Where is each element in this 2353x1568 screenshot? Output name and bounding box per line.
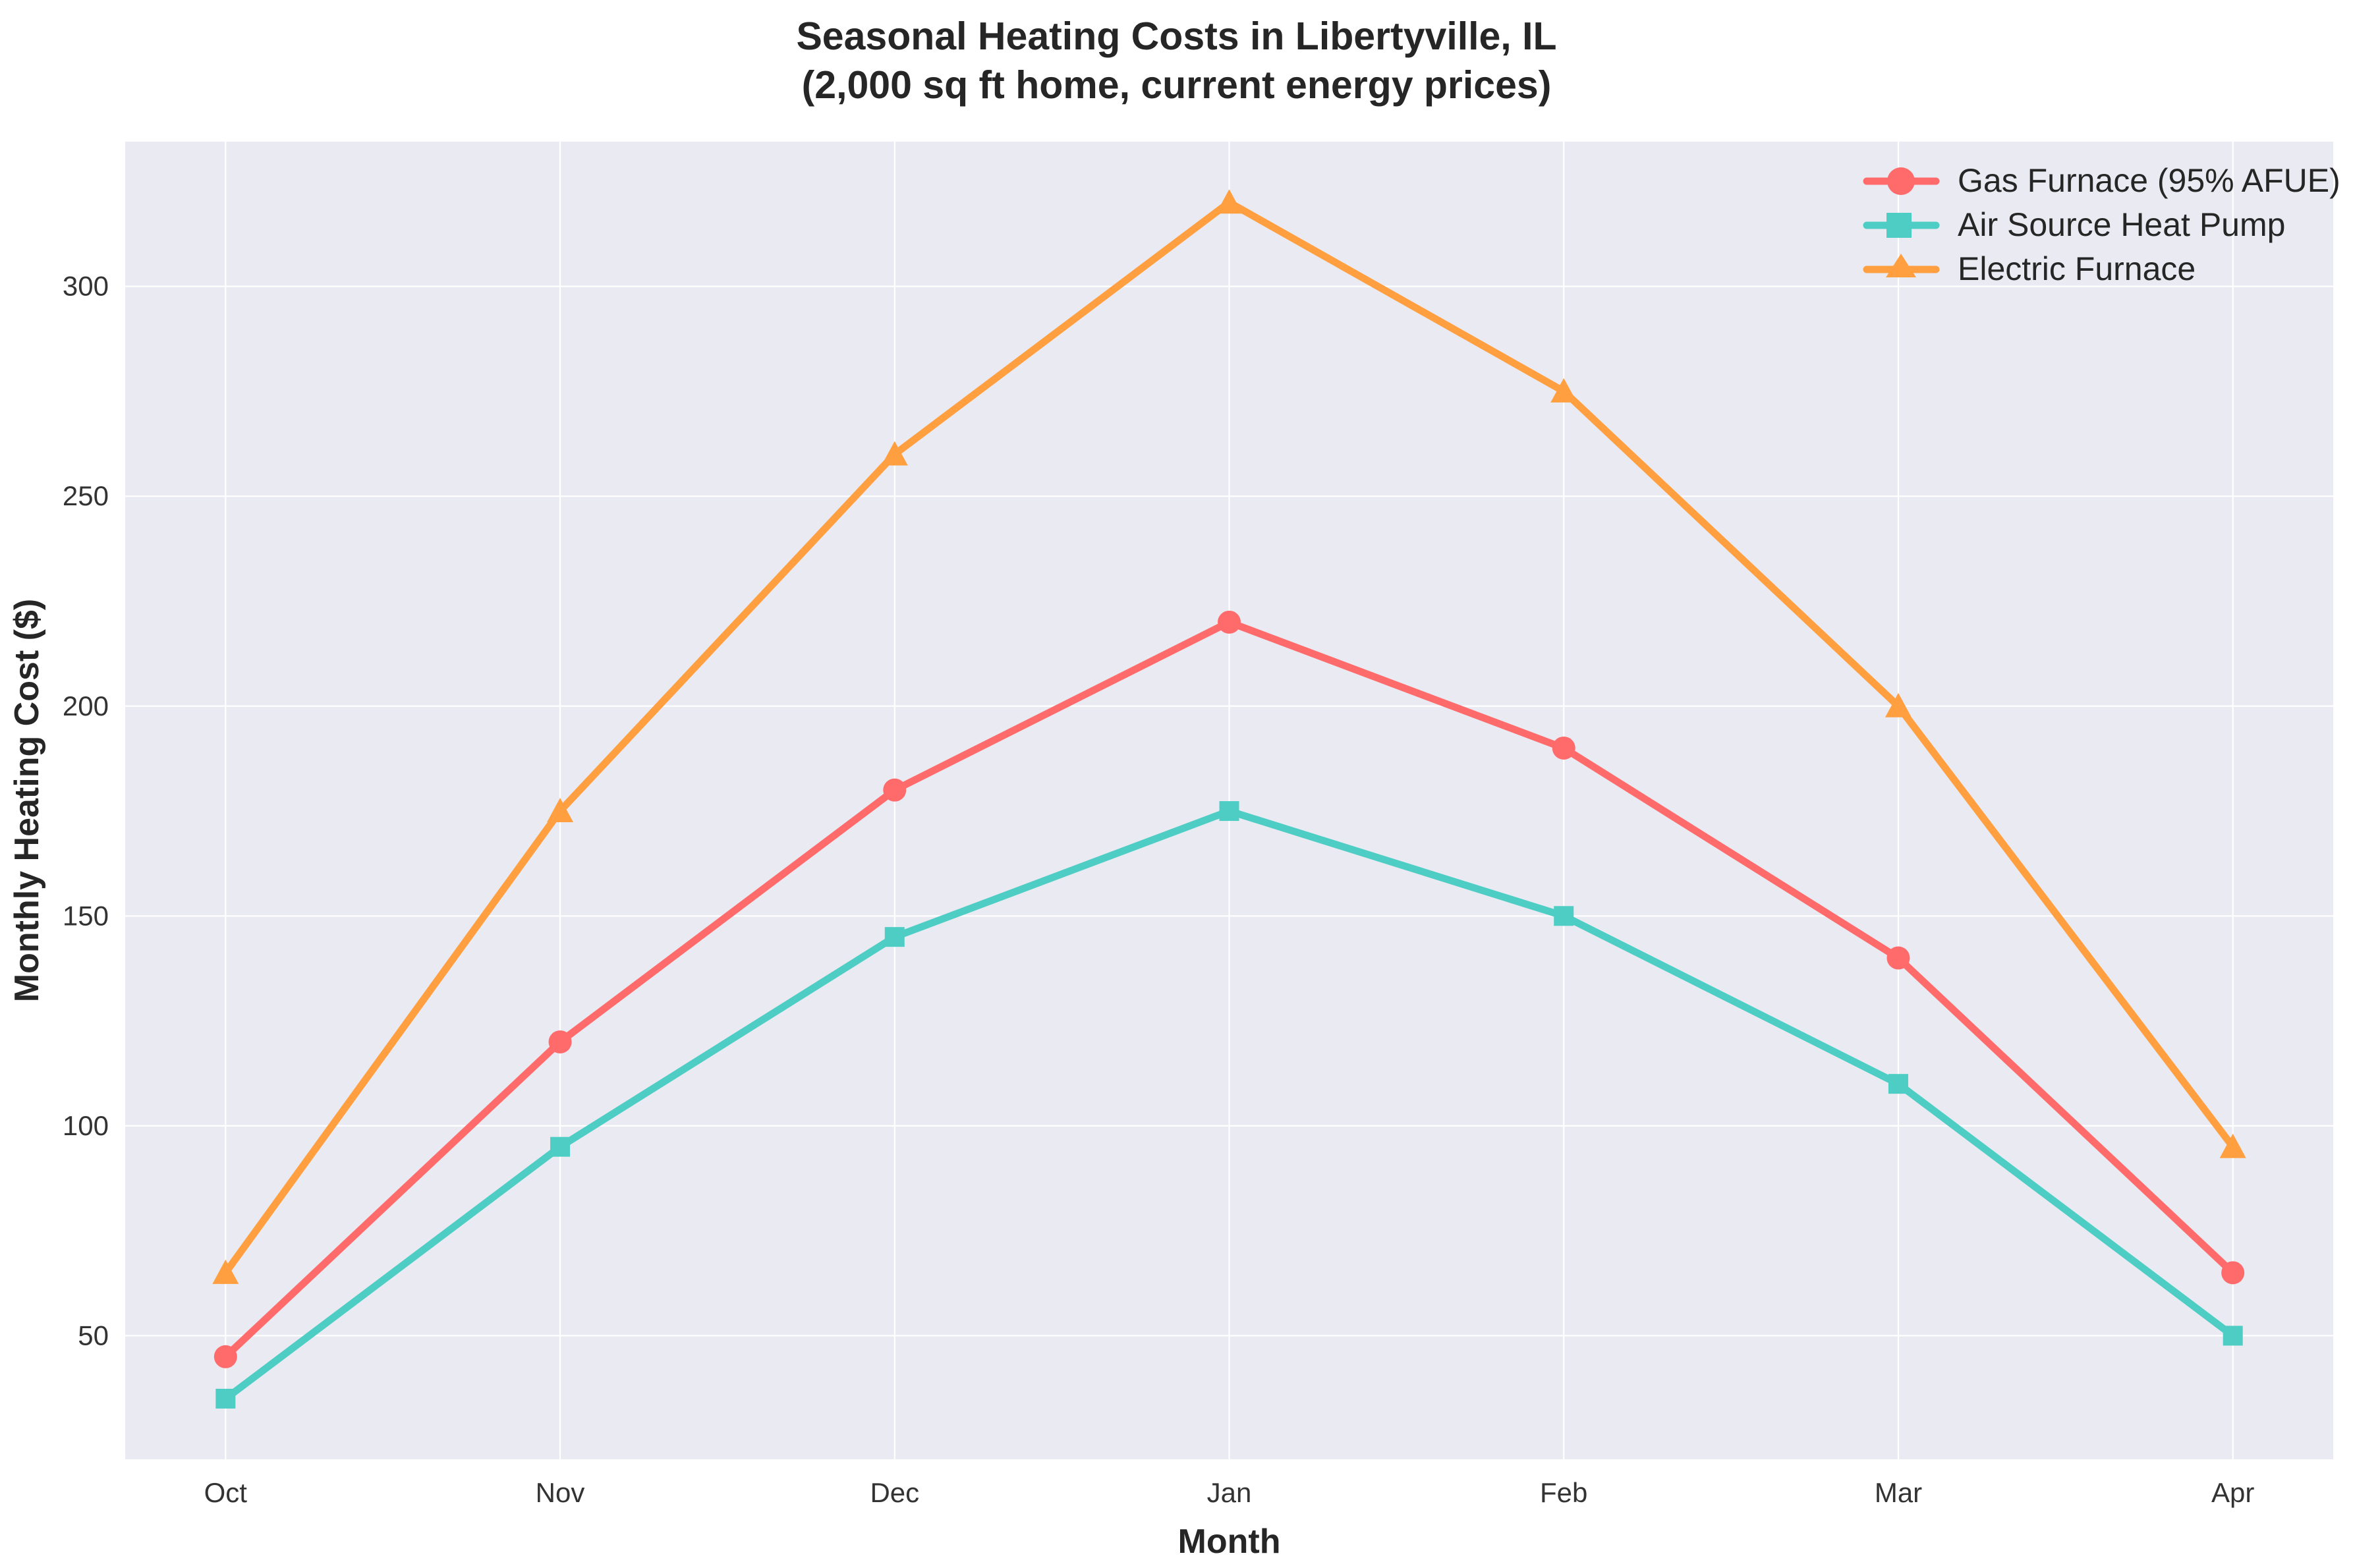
svg-text:100: 100 [63,1110,109,1141]
svg-text:Nov: Nov [536,1477,585,1508]
svg-text:Electric Furnace: Electric Furnace [1958,250,2196,287]
svg-text:150: 150 [63,900,109,931]
svg-text:Monthly Heating Cost ($): Monthly Heating Cost ($) [8,599,46,1002]
svg-text:200: 200 [63,690,109,721]
svg-text:Jan: Jan [1207,1477,1252,1508]
svg-text:Mar: Mar [1875,1477,1922,1508]
svg-text:Air Source Heat Pump: Air Source Heat Pump [1958,206,2285,243]
svg-text:Month: Month [1178,1523,1281,1561]
svg-text:Dec: Dec [870,1477,919,1508]
svg-text:250: 250 [63,480,109,511]
svg-text:50: 50 [78,1320,109,1351]
svg-text:Feb: Feb [1540,1477,1587,1508]
svg-text:Gas Furnace (95% AFUE): Gas Furnace (95% AFUE) [1958,162,2340,199]
svg-text:Apr: Apr [2211,1477,2254,1508]
svg-text:300: 300 [63,271,109,302]
svg-text:Oct: Oct [204,1477,248,1508]
